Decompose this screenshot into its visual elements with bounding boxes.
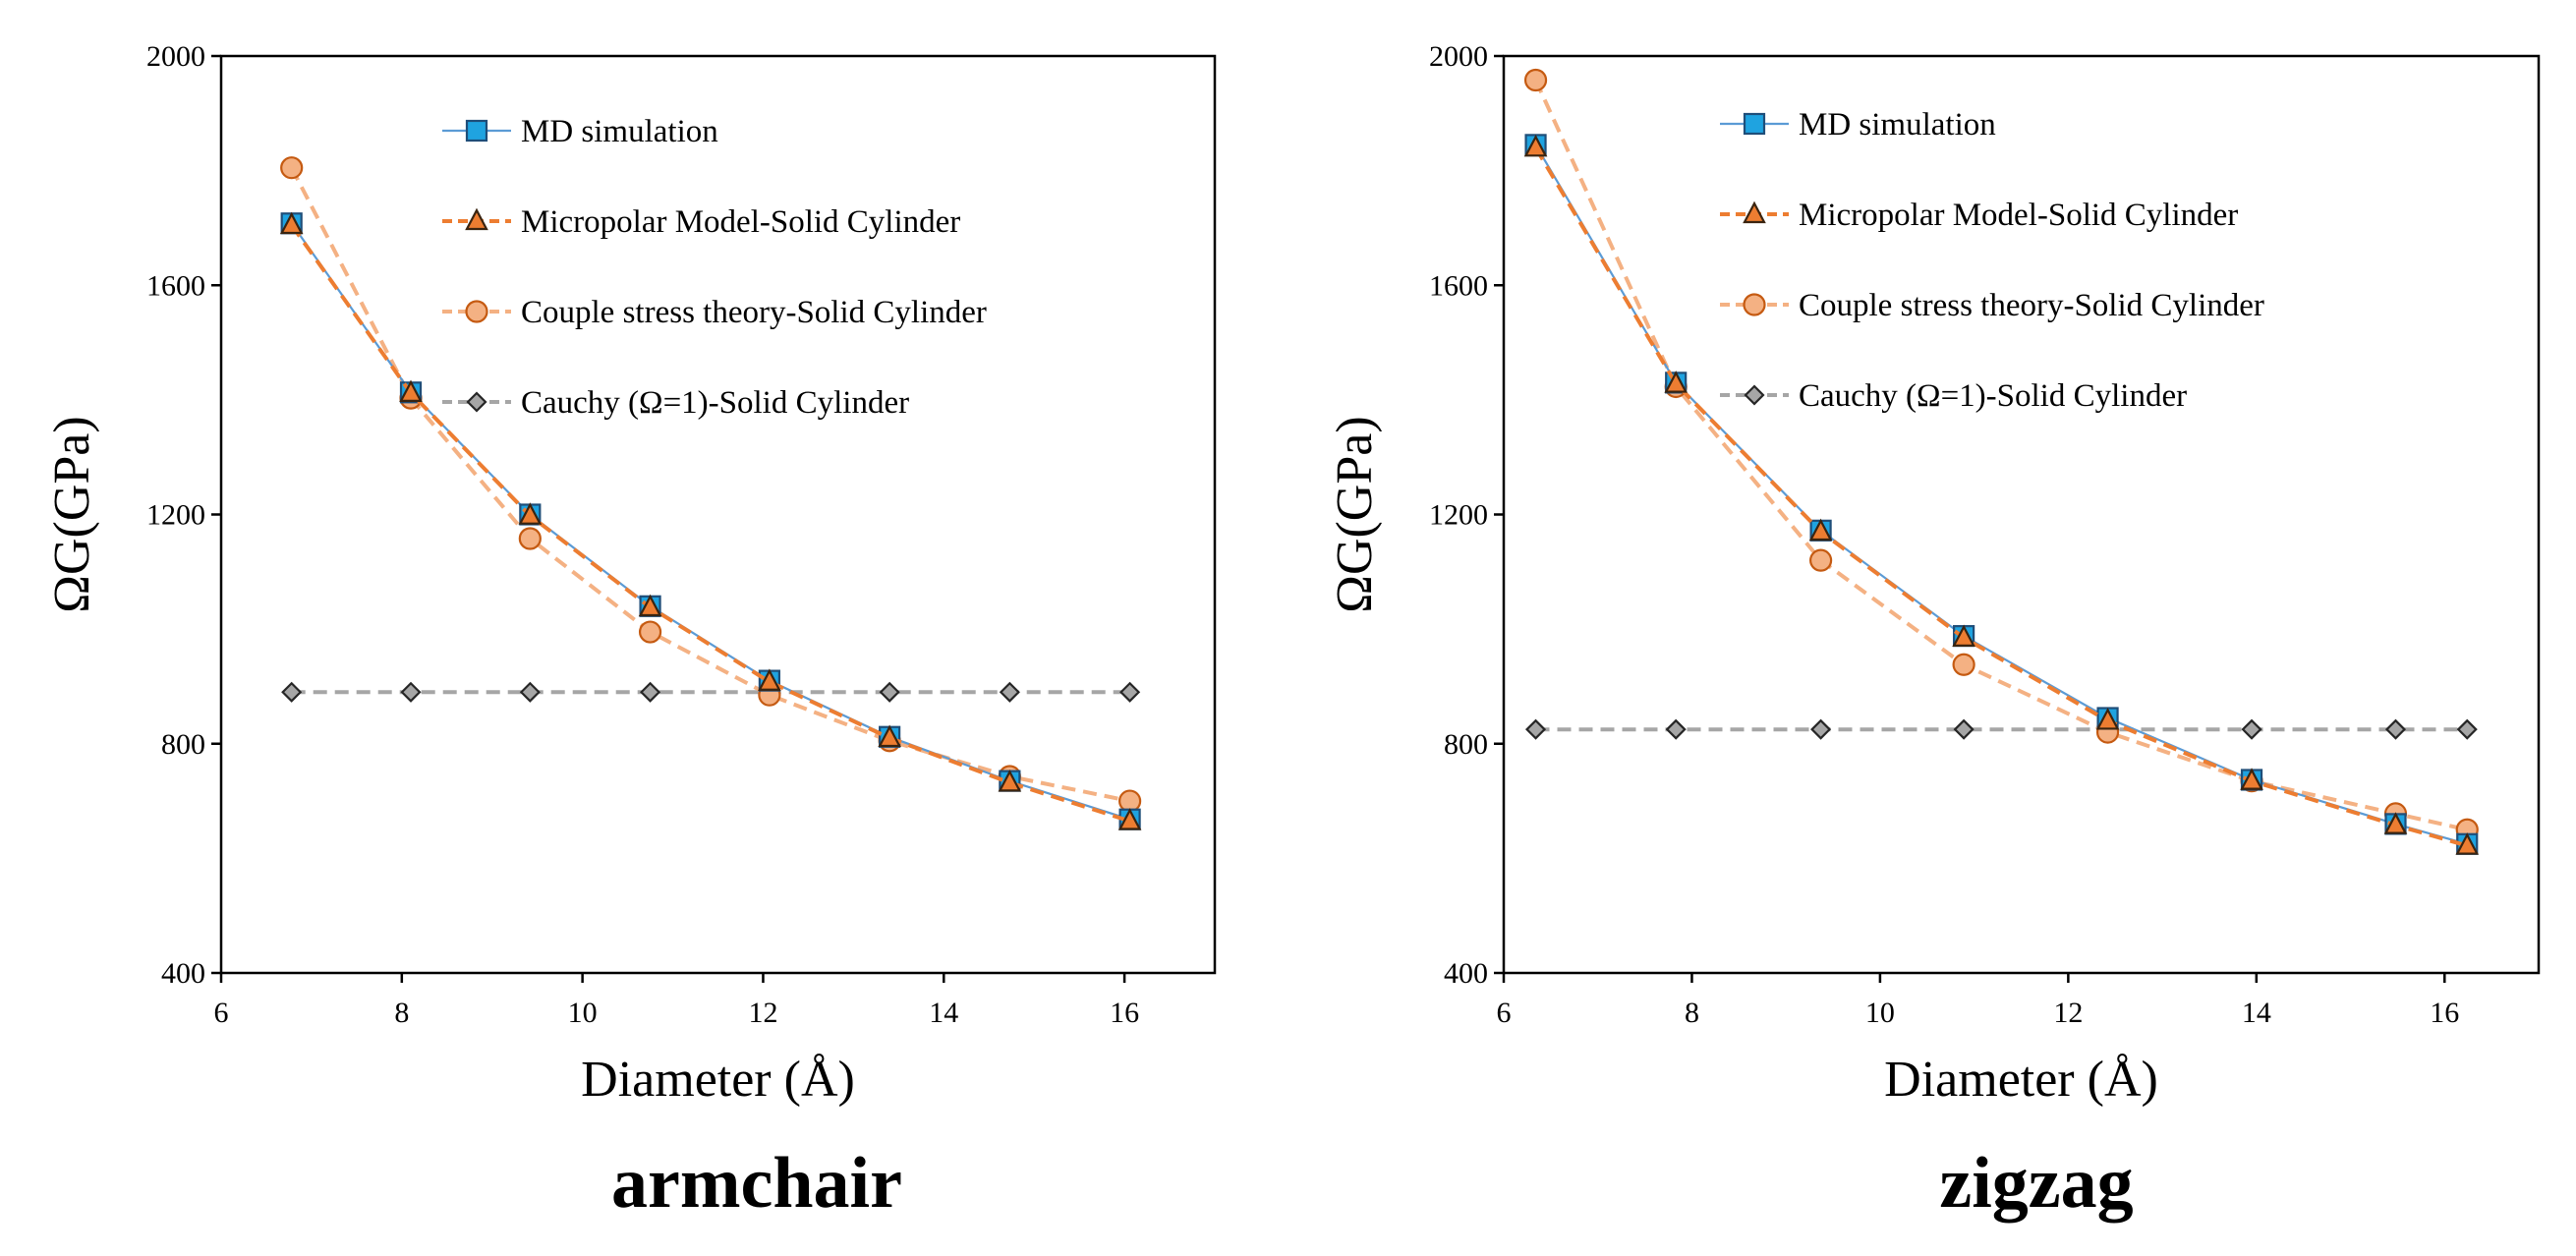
data-point-cauchy — [2456, 718, 2478, 740]
zigzag-chart: 400 800 1200 1600 2000 6 8 10 12 14 16 Diameter (Å)… — [1327, 40, 2541, 1224]
series-couple — [280, 156, 1142, 813]
data-point-cauchy — [519, 681, 541, 703]
legend-marker-micro — [1743, 200, 1766, 224]
series-cauchy — [281, 681, 1141, 703]
data-point-micro — [2095, 708, 2120, 730]
x-tick-label: 6 — [214, 997, 229, 1029]
armchair-chart: 400 800 1200 1600 2000 6 8 10 12 14 16 Diameter (Å)… — [44, 40, 1217, 1224]
legend-marker-md — [465, 119, 488, 143]
plot-area-frame — [219, 54, 1217, 975]
x-axis-label: Diameter (Å) — [1884, 1052, 2158, 1108]
plot-area-frame — [1502, 54, 2541, 975]
data-point-cauchy — [281, 681, 303, 703]
x-tick-label: 12 — [748, 997, 777, 1029]
y-tick-label: 2000 — [1429, 40, 1488, 73]
x-tick-label: 14 — [2242, 997, 2271, 1029]
series-micro — [279, 211, 1142, 830]
legend-marker-micro — [465, 207, 488, 231]
series-line-couple — [1533, 79, 2468, 832]
y-tick-label: 2000 — [146, 40, 205, 73]
data-point-cauchy — [1810, 718, 1832, 740]
x-axis-label: Diameter (Å) — [581, 1052, 855, 1108]
x-tick-label: 12 — [2053, 997, 2083, 1029]
data-point-cauchy — [1665, 718, 1687, 740]
legend-marker-md — [1743, 112, 1766, 136]
data-point-cauchy — [879, 681, 900, 703]
data-point-micro — [1664, 371, 1689, 393]
data-point-couple — [1523, 68, 1548, 92]
data-point-cauchy — [2384, 718, 2407, 740]
series-cauchy — [1524, 718, 2478, 740]
legend: MD simulation Micropolar Model-Solid Cyli… — [1720, 107, 2264, 414]
series-couple — [1523, 68, 2479, 841]
data-point-micro — [1117, 808, 1142, 830]
x-tick-label: 10 — [1865, 997, 1895, 1029]
data-point-cauchy — [2241, 718, 2262, 740]
legend-label-micro: Micropolar Model-Solid Cylinder — [521, 204, 960, 240]
legend-label-micro: Micropolar Model-Solid Cylinder — [1799, 198, 2238, 233]
data-point-cauchy — [1953, 718, 1975, 740]
data-point-couple — [518, 527, 542, 550]
data-point-cauchy — [640, 681, 661, 703]
legend-marker-couple — [465, 300, 488, 323]
x-tick-label: 8 — [394, 997, 409, 1029]
x-tick-label: 8 — [1685, 997, 1699, 1029]
legend-label-couple: Couple stress theory-Solid Cylinder — [1799, 288, 2264, 323]
series-line-couple — [289, 166, 1131, 804]
chart-title: armchair — [611, 1143, 902, 1224]
legend-marker-couple — [1743, 293, 1766, 316]
data-point-micro — [638, 594, 662, 617]
series-md — [1524, 134, 2479, 855]
series-line-micro — [1533, 146, 2468, 848]
data-point-micro — [1523, 134, 1548, 157]
data-point-cauchy — [1524, 718, 1547, 740]
data-point-micro — [758, 668, 781, 691]
data-point-micro — [1808, 518, 1833, 542]
data-point-micro — [2383, 812, 2408, 834]
data-point-couple — [280, 156, 304, 180]
legend-label-md: MD simulation — [521, 114, 718, 149]
x-tick-label: 16 — [2430, 997, 2459, 1029]
y-tick-label: 400 — [161, 957, 205, 990]
data-point-micro — [518, 502, 543, 525]
y-tick-label: 1200 — [146, 499, 205, 532]
data-point-couple — [1809, 548, 1833, 572]
data-point-micro — [399, 379, 423, 402]
chart-title: zigzag — [1939, 1143, 2133, 1224]
data-point-cauchy — [1119, 681, 1141, 703]
y-tick-label: 800 — [161, 728, 205, 761]
series-line-micro — [290, 223, 1131, 824]
x-tick-label: 14 — [929, 997, 958, 1029]
legend-label-md: MD simulation — [1799, 107, 1996, 143]
x-tick-label: 6 — [1497, 997, 1512, 1029]
x-tick-label: 16 — [1110, 997, 1139, 1029]
data-point-couple — [638, 620, 662, 644]
y-tick-label: 1200 — [1429, 499, 1488, 532]
y-tick-label: 1600 — [146, 269, 205, 302]
series-line-md — [290, 222, 1130, 821]
data-point-cauchy — [400, 681, 422, 703]
legend-marker-cauchy — [466, 391, 487, 413]
legend-marker-cauchy — [1744, 384, 1765, 406]
y-axis-label: ΩG(GPa) — [1327, 416, 1383, 612]
legend: MD simulation Micropolar Model-Solid Cyli… — [442, 114, 987, 421]
series-micro — [1523, 134, 2480, 855]
legend-label-couple: Couple stress theory-Solid Cylinder — [521, 295, 987, 330]
data-point-micro — [1952, 624, 1975, 647]
data-point-micro — [2240, 768, 2263, 790]
data-point-micro — [878, 724, 901, 748]
y-tick-label: 800 — [1444, 728, 1488, 761]
y-tick-label: 400 — [1444, 957, 1488, 990]
legend-label-cauchy: Cauchy (Ω=1)-Solid Cylinder — [521, 385, 909, 421]
data-point-couple — [1952, 653, 1975, 676]
legend-label-cauchy: Cauchy (Ω=1)-Solid Cylinder — [1799, 378, 2187, 414]
data-point-micro — [2455, 832, 2480, 855]
y-axis-label: ΩG(GPa) — [44, 416, 100, 612]
x-tick-label: 10 — [568, 997, 598, 1029]
data-point-micro — [279, 211, 304, 235]
data-point-cauchy — [999, 681, 1020, 703]
data-point-micro — [998, 770, 1022, 792]
y-tick-label: 1600 — [1429, 269, 1488, 302]
